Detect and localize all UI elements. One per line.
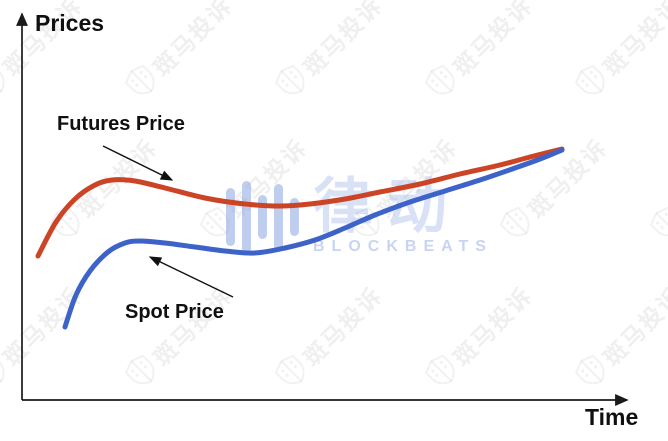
spot-annotation-arrow bbox=[148, 256, 234, 298]
futures-price-label: Futures Price bbox=[57, 113, 185, 135]
futures-annotation-arrow bbox=[102, 145, 174, 181]
spot-price-label: Spot Price bbox=[125, 301, 224, 323]
y-axis-label: Prices bbox=[35, 10, 105, 36]
futures-price-curve bbox=[35, 146, 565, 259]
x-axis-label: Time bbox=[585, 404, 639, 430]
spot-price-curve bbox=[62, 147, 565, 330]
